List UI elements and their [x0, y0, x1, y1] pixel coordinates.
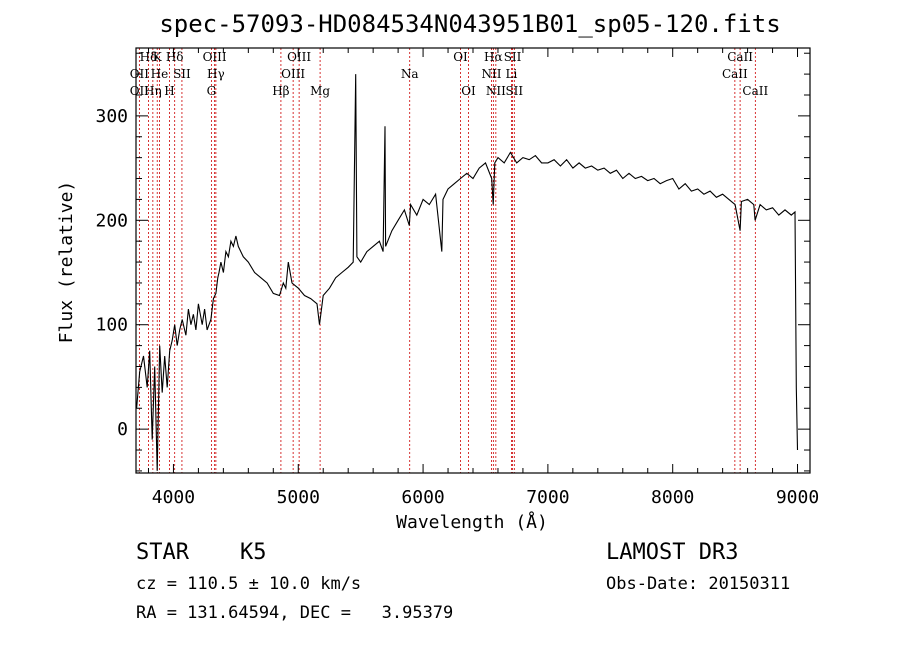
line-label-20: H	[164, 84, 174, 98]
line-label-19: Hη	[144, 84, 162, 98]
spectral-line-markers	[138, 48, 756, 473]
chart-title: spec-57093-HD084534N043951B01_sp05-120.f…	[159, 10, 780, 38]
y-tick-label-100: 100	[95, 315, 128, 336]
y-axis: 0 100 200 300	[95, 52, 810, 472]
y-tick-label-200: 200	[95, 210, 128, 231]
line-label-23: Mg	[310, 84, 330, 98]
x-tick-label-5000: 5000	[277, 487, 320, 508]
line-label-2: Hδ	[166, 50, 184, 64]
line-label-24: OI	[461, 84, 476, 98]
x-tick-label-9000: 9000	[776, 487, 819, 508]
line-label-27: CaII	[742, 84, 768, 98]
line-label-15: NII	[481, 67, 501, 81]
line-label-17: CaII	[722, 67, 748, 81]
observation-date: Obs-Date: 20150311	[606, 574, 791, 594]
x-tick-label-8000: 8000	[651, 487, 694, 508]
line-label-7: SII	[504, 50, 522, 64]
line-label-11: SII	[173, 67, 191, 81]
flux-series-line	[136, 74, 799, 471]
y-tick-label-0: 0	[117, 419, 128, 440]
x-tick-label-6000: 6000	[401, 487, 444, 508]
line-label-10: He	[151, 67, 169, 81]
ra-dec-coordinates: RA = 131.64594, DEC = 3.95379	[136, 603, 454, 623]
line-label-12: Hγ	[207, 67, 225, 81]
x-axis: 4000 5000 6000 7000 8000 9000	[147, 48, 819, 508]
line-label-0: Hδ	[140, 50, 158, 64]
line-label-21: G	[207, 84, 217, 98]
line-label-4: OIII	[287, 50, 311, 64]
object-type: STAR	[136, 540, 189, 565]
line-label-5: OI	[453, 50, 468, 64]
line-label-25: NII	[486, 84, 506, 98]
line-label-26: SII	[505, 84, 523, 98]
line-label-18: OII	[130, 84, 150, 98]
line-label-6: Hα	[484, 50, 503, 64]
line-label-3: OIII	[203, 50, 227, 64]
line-label-13: OIII	[281, 67, 305, 81]
spectrum-chart: spec-57093-HD084534N043951B01_sp05-120.f…	[56, 10, 819, 533]
survey-name: LAMOST DR3	[606, 540, 739, 565]
line-label-16: Li	[506, 67, 518, 81]
x-axis-label: Wavelength (Å)	[396, 511, 548, 533]
line-label-22: Hβ	[272, 84, 289, 98]
line-label-14: Na	[401, 67, 419, 81]
plot-frame	[135, 47, 811, 474]
line-label-8: CaII	[727, 50, 753, 64]
x-tick-label-4000: 4000	[152, 487, 195, 508]
y-tick-label-300: 300	[95, 106, 128, 127]
redshift-velocity: cz = 110.5 ± 10.0 km/s	[136, 574, 362, 594]
y-axis-label: Flux (relative)	[56, 181, 77, 344]
line-label-1: K	[153, 50, 163, 64]
x-tick-label-7000: 7000	[526, 487, 569, 508]
object-subclass: K5	[240, 540, 267, 565]
